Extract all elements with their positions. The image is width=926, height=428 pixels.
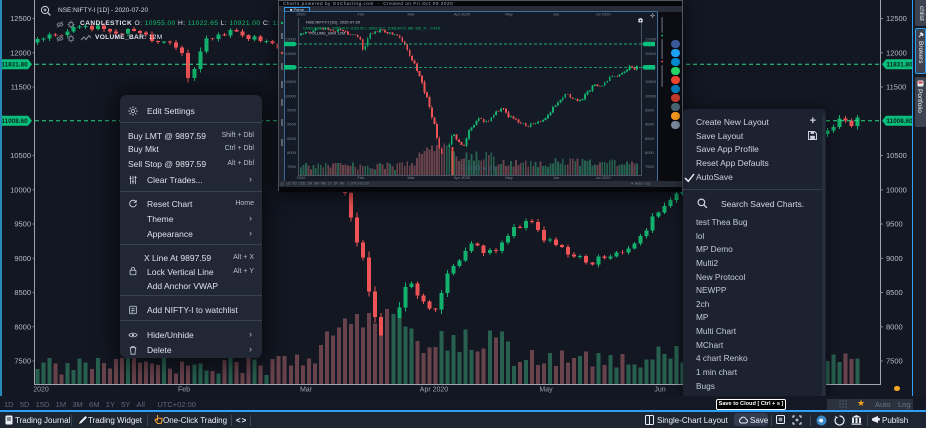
svg-text:7500: 7500 [645, 164, 655, 169]
svg-text:11008.60: 11008.60 [886, 118, 913, 125]
svg-text:Feb: Feb [358, 12, 366, 17]
svg-text:10500: 10500 [886, 151, 907, 160]
svg-text:CANDLESTICK O: 10955.00 H: 110: CANDLESTICK O: 10955.00 H: 11022.65 L: 1… [303, 27, 440, 31]
svg-text:11500: 11500 [886, 83, 906, 92]
svg-text:11500: 11500 [11, 83, 31, 92]
svg-text:7500: 7500 [287, 164, 297, 169]
svg-text:Ⓢ GoCharting: Ⓢ GoCharting [459, 164, 497, 172]
svg-text:8000: 8000 [14, 322, 31, 331]
svg-text:8500: 8500 [287, 136, 297, 141]
svg-text:May: May [539, 387, 553, 394]
svg-text:11831.80: 11831.80 [886, 62, 913, 69]
svg-text:12000: 12000 [10, 48, 31, 57]
svg-text:Jun: Jun [553, 12, 559, 17]
svg-text:9500: 9500 [287, 108, 297, 113]
svg-text:12000: 12000 [886, 48, 907, 57]
svg-text:Jul 2020: Jul 2020 [595, 175, 611, 180]
svg-text:2020: 2020 [297, 12, 307, 17]
svg-text:12500: 12500 [10, 14, 31, 23]
svg-text:8000: 8000 [886, 322, 903, 331]
svg-text:10000: 10000 [285, 93, 297, 98]
svg-text:12000: 12000 [285, 37, 297, 42]
svg-text:9500: 9500 [645, 108, 655, 113]
svg-text:10000: 10000 [10, 185, 31, 194]
svg-text:8500: 8500 [886, 288, 903, 297]
svg-text:11500: 11500 [645, 51, 657, 56]
svg-text:11500: 11500 [285, 51, 297, 56]
svg-text:Mar: Mar [408, 12, 416, 17]
svg-text:May: May [505, 175, 513, 180]
svg-text:9000: 9000 [14, 254, 31, 263]
svg-text:Apr 2020: Apr 2020 [454, 12, 471, 17]
svg-text:NSE:NIFTY-I [1D] 2020-07-20: NSE:NIFTY-I [1D] 2020-07-20 [306, 20, 361, 25]
svg-text:10500: 10500 [285, 79, 297, 84]
svg-text:9500: 9500 [14, 220, 31, 229]
svg-text:9000: 9000 [645, 122, 655, 127]
svg-text:11008.60: 11008.60 [1, 118, 28, 125]
svg-text:Jun: Jun [553, 175, 559, 180]
svg-text:10500: 10500 [645, 79, 657, 84]
svg-text:Mar: Mar [300, 387, 313, 394]
svg-text:Jul 2020: Jul 2020 [595, 12, 611, 17]
svg-text:Mar: Mar [408, 175, 416, 180]
svg-text:7500: 7500 [14, 357, 31, 366]
svg-text:10000: 10000 [886, 185, 907, 194]
svg-text:10000: 10000 [645, 93, 657, 98]
svg-text:8500: 8500 [14, 288, 31, 297]
svg-text:Apr 2020: Apr 2020 [454, 175, 471, 180]
svg-text:Jun: Jun [654, 387, 665, 394]
svg-text:11831.80: 11831.80 [1, 62, 28, 69]
svg-text:8000: 8000 [287, 150, 297, 155]
svg-text:2020: 2020 [33, 387, 49, 394]
svg-text:Ⓢ: Ⓢ [301, 166, 306, 173]
svg-text:2020: 2020 [297, 175, 307, 180]
svg-text:12000: 12000 [645, 37, 657, 42]
svg-text:Ⓢ: Ⓢ [631, 166, 636, 173]
svg-text:9000: 9000 [287, 122, 297, 127]
svg-text:Apr 2020: Apr 2020 [420, 387, 449, 394]
svg-text:8000: 8000 [645, 150, 655, 155]
svg-text:8500: 8500 [645, 136, 655, 141]
svg-text:Feb: Feb [358, 175, 366, 180]
svg-text:7500: 7500 [886, 357, 903, 366]
svg-text:May: May [505, 12, 513, 17]
svg-text:9000: 9000 [886, 254, 903, 263]
svg-text:9500: 9500 [886, 220, 903, 229]
svg-text:VOLUME_BAR 12M: VOLUME_BAR 12M [309, 31, 345, 36]
svg-text:Feb: Feb [178, 387, 190, 394]
svg-text:12500: 12500 [886, 14, 907, 23]
svg-text:10500: 10500 [10, 151, 31, 160]
